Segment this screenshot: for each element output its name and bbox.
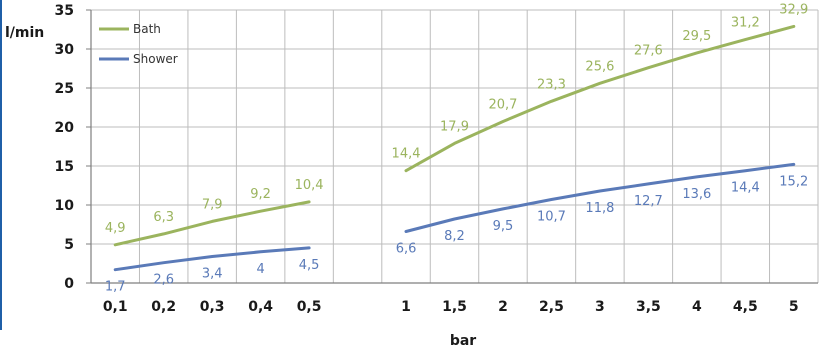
data-label-shower: 9,5	[493, 219, 514, 234]
series-line-bath	[404, 24, 796, 173]
data-label-shower: 10,7	[537, 210, 566, 225]
chart-axes: 0 5 10 15 20 25 30 35 0,1 0,2 0,3 0,4 0,5 1 1,5 2 2,5 3 3,…	[55, 3, 818, 315]
data-label-bath: 25,6	[585, 59, 614, 74]
x-tick-label: 3,5	[636, 299, 661, 315]
data-label-bath: 20,7	[488, 98, 517, 113]
x-tick-label: 1,5	[442, 299, 467, 315]
data-label-bath: 27,6	[634, 44, 663, 59]
data-label-shower: 12,7	[634, 194, 663, 209]
series-lines	[113, 24, 796, 272]
x-tick-label: 0,1	[103, 299, 128, 315]
legend-label-bath: Bath	[133, 22, 161, 36]
x-tick-label: 3	[595, 299, 605, 315]
data-label-bath: 31,2	[731, 16, 760, 31]
series-line-shower	[113, 246, 311, 272]
y-tick-label: 25	[55, 81, 74, 97]
data-label-bath: 32,9	[779, 2, 808, 17]
data-label-shower: 4,5	[299, 258, 320, 273]
series-line-bath	[113, 200, 311, 247]
chart-gridlines	[91, 9, 819, 283]
data-label-bath: 10,4	[295, 178, 324, 193]
data-label-shower: 2,6	[153, 273, 174, 288]
series-line-shower	[404, 162, 796, 233]
data-label-bath: 6,3	[153, 210, 174, 225]
x-tick-label: 0,2	[151, 299, 176, 315]
data-label-bath: 23,3	[537, 77, 566, 92]
y-tick-label: 15	[55, 159, 74, 175]
data-label-shower: 4	[256, 262, 264, 277]
y-tick-label: 10	[55, 198, 75, 214]
chart-legend: Bath Shower	[99, 22, 178, 66]
y-tick-label: 35	[55, 3, 74, 19]
legend-label-shower: Shower	[133, 52, 178, 66]
x-tick-label: 5	[789, 299, 799, 315]
x-tick-label: 2	[498, 299, 508, 315]
x-tick-label: 0,5	[297, 299, 322, 315]
y-tick-label: 5	[64, 237, 74, 253]
x-axis-label: bar	[450, 333, 476, 349]
data-label-shower: 1,7	[105, 280, 126, 295]
data-label-shower: 15,2	[779, 174, 808, 189]
data-label-shower: 11,8	[585, 201, 614, 216]
x-tick-label: 1	[401, 299, 411, 315]
data-label-bath: 4,9	[105, 221, 126, 236]
data-label-bath: 17,9	[440, 119, 469, 134]
x-tick-label: 4,5	[733, 299, 758, 315]
x-tick-label: 0,4	[248, 299, 273, 315]
x-tick-label: 2,5	[539, 299, 564, 315]
data-label-shower: 6,6	[396, 242, 417, 257]
x-tick-label: 0,3	[200, 299, 225, 315]
data-label-shower: 13,6	[682, 187, 711, 202]
y-tick-label: 20	[55, 120, 75, 136]
y-tick-label: 30	[55, 42, 75, 58]
data-label-shower: 8,2	[444, 229, 465, 244]
y-tick-label: 0	[64, 276, 74, 292]
data-label-bath: 9,2	[250, 187, 271, 202]
data-label-bath: 14,4	[392, 147, 421, 162]
data-label-shower: 3,4	[202, 266, 223, 281]
left-frame-edge	[0, 0, 2, 330]
data-labels: 4,9 6,3 7,9 9,2 10,4 14,4 17,9 20,7 23,3 25,6 27,6…	[105, 2, 808, 294]
x-tick-label: 4	[692, 299, 702, 315]
data-label-shower: 14,4	[731, 181, 760, 196]
data-label-bath: 7,9	[202, 197, 223, 212]
data-label-bath: 29,5	[682, 29, 711, 44]
y-axis-label: l/min	[5, 25, 44, 41]
